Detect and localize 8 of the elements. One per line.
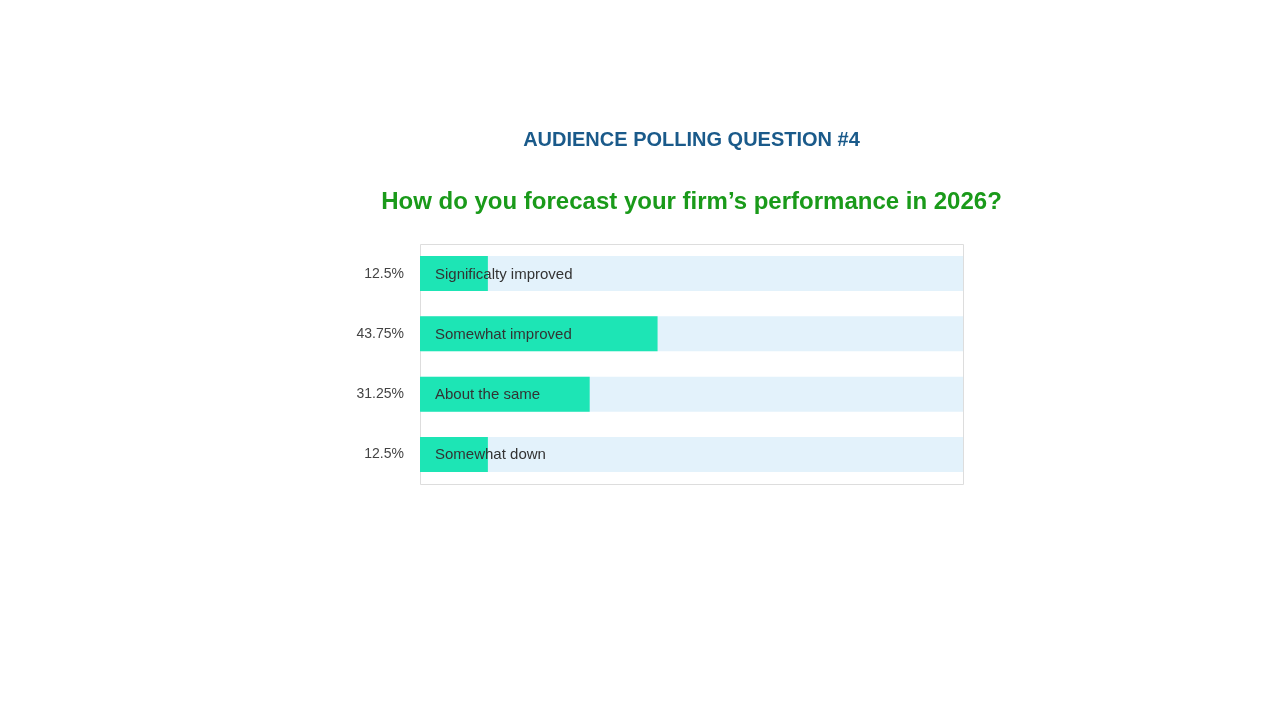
chart-subtitle: How do you forecast your firm’s performance in 2026?: [381, 187, 1002, 214]
y-tick-label: Somewhat improved: [435, 324, 572, 342]
y-tick-label: About the same: [435, 385, 541, 403]
data-label: 31.25%: [356, 385, 404, 402]
data-label: 12.5%: [364, 264, 404, 281]
data-label: 43.75%: [356, 324, 404, 341]
chart-title: AUDIENCE POLLING QUESTION #4: [523, 128, 861, 150]
data-label: 12.5%: [364, 445, 404, 462]
